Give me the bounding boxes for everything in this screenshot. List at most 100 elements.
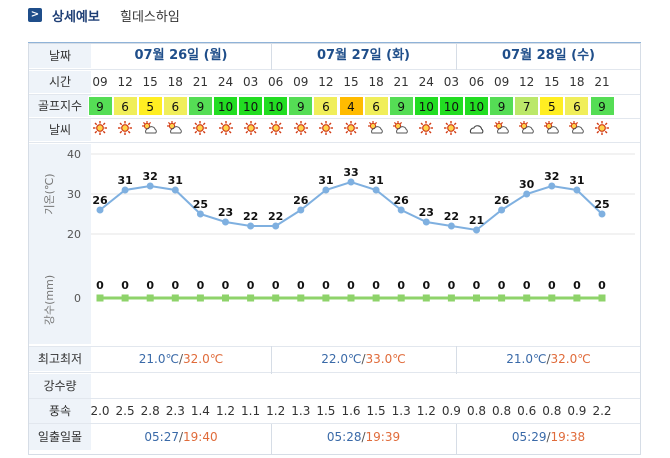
precipitation-value-label: 0 xyxy=(222,279,230,292)
precipitation-point xyxy=(447,294,455,302)
golf-index-cell: 10 xyxy=(263,96,289,116)
golf-index-cell: 6 xyxy=(363,96,389,116)
row-divider xyxy=(29,69,640,70)
temperature-point xyxy=(397,206,405,214)
wind-speed-cell: 1.6 xyxy=(341,404,361,418)
precipitation-value-label: 0 xyxy=(448,279,456,292)
precipitation-point xyxy=(473,294,480,302)
temperature-value-label: 25 xyxy=(193,198,208,211)
hour-cell: 21 xyxy=(594,75,610,89)
wind-speed-cell: 1.2 xyxy=(266,404,286,418)
precipitation-point xyxy=(498,294,506,302)
day-separator xyxy=(456,424,457,454)
temperature-point xyxy=(96,206,104,214)
day-separator xyxy=(456,346,457,374)
temperature-value-label: 30 xyxy=(519,178,535,191)
temperature-value-label: 21 xyxy=(469,214,484,227)
hour-cell: 03 xyxy=(443,75,460,89)
golf-index-cell: 9 xyxy=(589,96,615,116)
sun-icon xyxy=(341,120,361,142)
hour-cell: 18 xyxy=(167,75,183,89)
golf-index-cell: 9 xyxy=(388,96,414,116)
row-divider xyxy=(29,142,640,143)
forecast-table: 날짜 시간 골프지수 날씨 최고최저 강수량 풍속 일출일몰 07월 26일 (… xyxy=(28,43,641,455)
day-separator xyxy=(271,346,272,374)
precipitation-value-label: 0 xyxy=(372,279,380,292)
wind-speed-cell: 0.8 xyxy=(492,404,512,418)
precipitation-value-label: 0 xyxy=(322,279,330,292)
hour-cell: 18 xyxy=(569,75,585,89)
wind-speed-cell: 1.2 xyxy=(416,404,436,418)
wind-speed-cell: 1.5 xyxy=(316,404,336,418)
precipitation-point xyxy=(196,294,204,302)
sunrise-time: 05:27 xyxy=(144,430,179,444)
precipitation-value-label: 0 xyxy=(297,279,305,292)
hour-cell: 24 xyxy=(217,75,234,89)
precipitation-value-label: 0 xyxy=(247,279,255,292)
day-separator xyxy=(456,44,457,70)
row-divider xyxy=(29,398,640,399)
golf-index-cell: 7 xyxy=(514,96,540,116)
hour-cell: 21 xyxy=(393,75,409,89)
day-separator xyxy=(271,424,272,454)
row-label-sun: 일출일몰 xyxy=(29,424,91,450)
precipitation-point xyxy=(422,294,430,302)
precipitation-value-label: 0 xyxy=(473,279,481,292)
sunrise-time: 05:29 xyxy=(511,430,547,444)
hour-cell: 15 xyxy=(142,75,158,89)
precipitation-value-label: 0 xyxy=(422,279,430,292)
golf-index-cell: 6 xyxy=(564,96,590,116)
golf-index-cell: 10 xyxy=(413,96,439,116)
temperature-point xyxy=(247,222,255,230)
temperature-value-label: 32 xyxy=(143,170,158,183)
temperature-point xyxy=(447,222,455,230)
temperature-point xyxy=(272,222,280,230)
precipitation-point xyxy=(322,294,330,302)
sun-icon xyxy=(592,120,612,142)
header-bar: > 상세예보 힐데스하임 xyxy=(0,0,670,36)
precipitation-point xyxy=(297,294,305,302)
temperature-value-label: 31 xyxy=(168,174,183,187)
wind-speed-cell: 1.4 xyxy=(190,404,210,418)
temperature-point xyxy=(347,178,355,186)
date-day-3: 07월 28일 (수) xyxy=(502,48,595,63)
min-temp: 21.0℃ xyxy=(138,352,179,366)
wind-speed-cell: 2.8 xyxy=(140,404,160,418)
temperature-chart: 20 30 40 기온(℃) 26 31 32 31 25 23 22 22 26 31 33 31 26 23 2… xyxy=(43,148,635,241)
temperature-point xyxy=(422,218,430,226)
temperature-value-label: 33 xyxy=(343,166,358,179)
chevron-right-icon[interactable]: > xyxy=(28,8,42,22)
sun-day-3: 05:29/19:38 xyxy=(511,430,586,444)
precipitation-point xyxy=(523,294,531,302)
golf-index-cell: 5 xyxy=(539,96,565,116)
wind-speed-cell: 0.8 xyxy=(542,404,562,418)
date-day-1: 07월 26일 (월) xyxy=(134,48,228,63)
precipitation-point xyxy=(548,294,556,302)
y-tick-label: 30 xyxy=(67,188,81,201)
row-label-date: 날짜 xyxy=(29,44,91,68)
precipitation-value-label: 0 xyxy=(121,279,129,292)
row-divider xyxy=(29,372,640,373)
wind-speed-cell: 1.3 xyxy=(291,404,311,418)
sun-day-1: 05:27/19:40 xyxy=(144,430,218,444)
hour-cell: 09 xyxy=(293,75,309,89)
partly-cloudy-icon xyxy=(140,120,160,142)
date-day-2: 07월 27일 (화) xyxy=(317,48,410,63)
precipitation-point xyxy=(96,294,104,302)
page-title: 상세예보 xyxy=(52,10,100,25)
precipitation-point xyxy=(272,294,280,302)
golf-index-cell: 6 xyxy=(162,96,188,116)
max-temp: 32.0℃ xyxy=(550,352,591,366)
partly-cloudy-icon xyxy=(366,120,386,142)
precipitation-value-label: 0 xyxy=(272,279,280,292)
sun-icon xyxy=(90,120,110,142)
partly-cloudy-icon xyxy=(391,120,411,142)
precipitation-chart: 0 강수(mm) 0 0 0 0 0 0 0 0 0 0 0 0 0 0 0 0 0 0 0 0 0 xyxy=(43,275,606,325)
sun-icon xyxy=(316,120,336,142)
wind-speed-cell: 1.2 xyxy=(215,404,236,418)
max-temp: 33.0℃ xyxy=(365,352,406,366)
hour-cell: 12 xyxy=(519,75,535,89)
wind-speed-cell: 0.9 xyxy=(441,404,461,418)
temperature-value-label: 31 xyxy=(368,174,383,187)
wind-speed-cell: 1.3 xyxy=(391,404,411,418)
